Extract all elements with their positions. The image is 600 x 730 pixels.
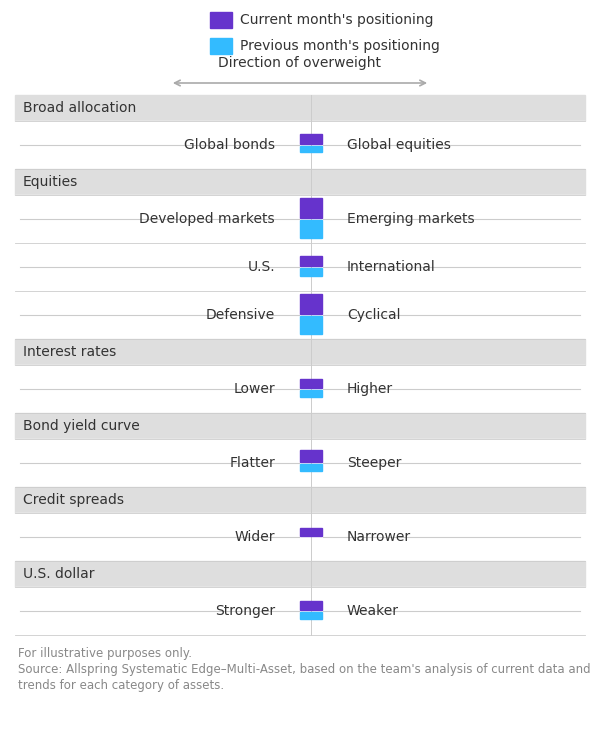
Text: Cyclical: Cyclical	[347, 308, 401, 322]
Bar	[15, 95, 585, 121]
Text: U.S. dollar: U.S. dollar	[23, 567, 95, 581]
Text: Broad allocation: Broad allocation	[23, 101, 136, 115]
Bar	[300, 268, 322, 276]
Bar	[15, 339, 585, 365]
Text: Direction of overweight: Direction of overweight	[218, 56, 382, 70]
Text: trends for each category of assets.: trends for each category of assets.	[18, 679, 224, 692]
Bar	[300, 390, 322, 397]
Bar	[15, 291, 585, 339]
Text: U.S.: U.S.	[247, 260, 275, 274]
Text: Interest rates: Interest rates	[23, 345, 116, 359]
Text: Emerging markets: Emerging markets	[347, 212, 475, 226]
Bar	[300, 146, 322, 152]
Text: Developed markets: Developed markets	[139, 212, 275, 226]
Bar	[300, 198, 322, 218]
Text: Weaker: Weaker	[347, 604, 399, 618]
Bar	[210, 12, 232, 28]
Text: Global bonds: Global bonds	[184, 138, 275, 152]
Text: Stronger: Stronger	[215, 604, 275, 618]
Bar	[15, 439, 585, 487]
Bar	[300, 256, 322, 266]
Text: Higher: Higher	[347, 382, 393, 396]
Text: Current month's positioning: Current month's positioning	[240, 13, 433, 27]
Bar	[300, 601, 322, 610]
Text: For illustrative purposes only.: For illustrative purposes only.	[18, 647, 192, 660]
Bar	[300, 612, 322, 619]
Bar	[300, 450, 322, 462]
Bar	[300, 220, 322, 238]
Text: Previous month's positioning: Previous month's positioning	[240, 39, 440, 53]
Text: Equities: Equities	[23, 175, 78, 189]
Bar	[300, 294, 322, 314]
Bar	[15, 487, 585, 513]
Bar	[15, 413, 585, 439]
Text: International: International	[347, 260, 436, 274]
Bar	[300, 379, 322, 388]
Bar	[15, 561, 585, 587]
Bar	[300, 528, 322, 536]
Text: Wider: Wider	[235, 530, 275, 544]
Text: Lower: Lower	[233, 382, 275, 396]
Text: Flatter: Flatter	[229, 456, 275, 470]
Bar	[210, 38, 232, 54]
Text: Global equities: Global equities	[347, 138, 451, 152]
Bar	[300, 316, 322, 334]
Bar	[15, 195, 585, 243]
Bar	[15, 365, 585, 413]
Bar	[15, 513, 585, 561]
Text: Bond yield curve: Bond yield curve	[23, 419, 140, 433]
Text: Credit spreads: Credit spreads	[23, 493, 124, 507]
Bar	[300, 464, 322, 471]
Bar	[15, 587, 585, 635]
Bar	[15, 243, 585, 291]
Text: Steeper: Steeper	[347, 456, 401, 470]
Text: Source: Allspring Systematic Edge–Multi-Asset, based on the team's analysis of c: Source: Allspring Systematic Edge–Multi-…	[18, 663, 590, 676]
Bar	[15, 121, 585, 169]
Text: Narrower: Narrower	[347, 530, 411, 544]
Bar	[15, 169, 585, 195]
Bar	[300, 134, 322, 144]
Text: Defensive: Defensive	[206, 308, 275, 322]
